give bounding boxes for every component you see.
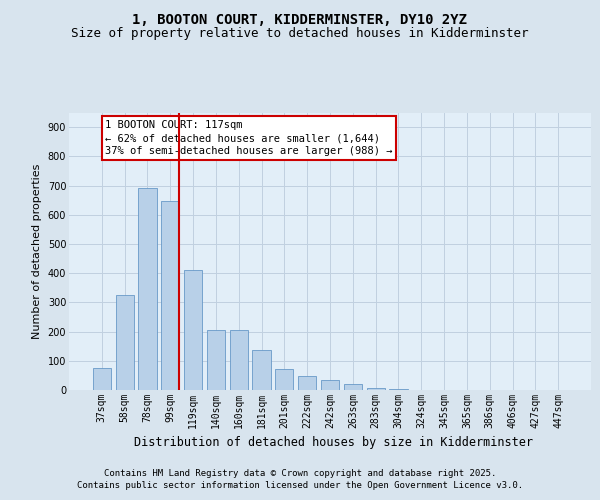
Bar — [253, 350, 271, 390]
Text: 1, BOOTON COURT, KIDDERMINSTER, DY10 2YZ: 1, BOOTON COURT, KIDDERMINSTER, DY10 2YZ — [133, 12, 467, 26]
Bar — [344, 384, 362, 390]
Text: Distribution of detached houses by size in Kidderminster: Distribution of detached houses by size … — [134, 436, 533, 449]
Bar — [298, 376, 316, 390]
Bar — [184, 270, 202, 390]
Bar — [93, 368, 111, 390]
Bar — [161, 200, 179, 390]
Bar — [116, 295, 134, 390]
Bar — [321, 380, 339, 390]
Text: Contains public sector information licensed under the Open Government Licence v3: Contains public sector information licen… — [77, 482, 523, 490]
Text: 1 BOOTON COURT: 117sqm
← 62% of detached houses are smaller (1,644)
37% of semi-: 1 BOOTON COURT: 117sqm ← 62% of detached… — [105, 120, 393, 156]
Bar — [367, 388, 385, 390]
Text: Size of property relative to detached houses in Kidderminster: Size of property relative to detached ho… — [71, 28, 529, 40]
Bar — [275, 369, 293, 390]
Y-axis label: Number of detached properties: Number of detached properties — [32, 164, 42, 339]
Bar — [230, 330, 248, 390]
Bar — [139, 188, 157, 390]
Text: Contains HM Land Registry data © Crown copyright and database right 2025.: Contains HM Land Registry data © Crown c… — [104, 470, 496, 478]
Bar — [207, 330, 225, 390]
